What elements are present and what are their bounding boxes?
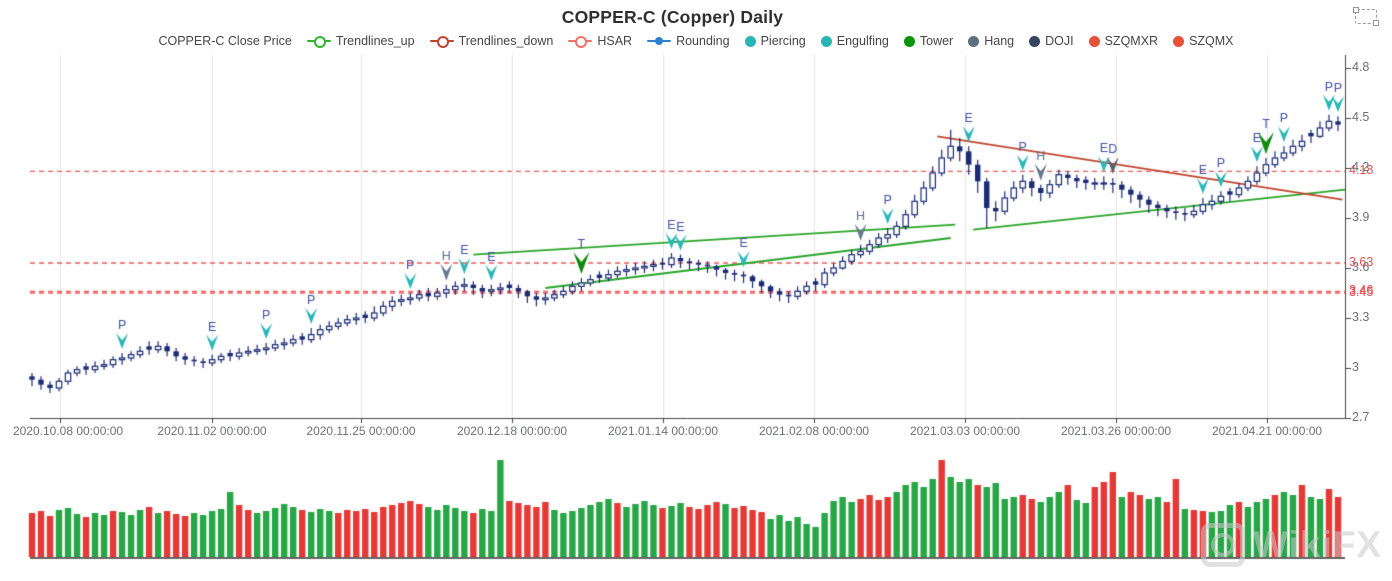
x-axis-tick-label: 2021.04.21 00:00:00 xyxy=(1211,424,1323,438)
legend-dot-marker-icon xyxy=(903,35,915,47)
legend-item-hsar[interactable]: HSAR xyxy=(568,34,632,48)
legend-item-copper-c-close-price[interactable]: COPPER-C Close Price xyxy=(158,34,291,48)
y-axis-tick-label: 2.7 xyxy=(1352,410,1370,424)
hsar-level-label: 4.18 xyxy=(1349,163,1374,178)
legend-dot-marker-icon xyxy=(1029,35,1041,47)
legend-dot-marker-icon xyxy=(820,35,832,47)
toolbox-datazoom-icon[interactable] xyxy=(1353,7,1379,26)
legend-item-label: Trendlines_up xyxy=(335,34,415,48)
legend-item-tower[interactable]: Tower xyxy=(903,34,954,48)
legend-item-label: HSAR xyxy=(597,34,633,48)
legend-dot-marker-icon xyxy=(1088,35,1100,47)
x-axis-tick-label: 2021.02.08 00:00:00 xyxy=(758,424,870,438)
x-axis-tick-label: 2020.12.18 00:00:00 xyxy=(456,424,568,438)
y-axis-tick-label: 3.9 xyxy=(1352,210,1370,224)
legend-dot-marker-icon xyxy=(968,35,980,47)
y-axis-tick-label: 3.6 xyxy=(1352,260,1370,274)
x-axis-tick-label: 2021.03.03 00:00:00 xyxy=(909,424,1021,438)
legend-item-szqmx[interactable]: SZQMX xyxy=(1173,34,1234,48)
legend-dot-marker-icon xyxy=(744,35,756,47)
y-axis-tick-label: 4.2 xyxy=(1352,160,1370,174)
legend-item-trendlines-down[interactable]: Trendlines_down xyxy=(429,34,554,48)
legend-item-rounding[interactable]: Rounding xyxy=(647,34,730,48)
x-axis-tick-label: 2021.01.14 00:00:00 xyxy=(607,424,719,438)
legend-line-marker-icon xyxy=(568,36,593,48)
legend-dot-marker-icon xyxy=(1173,35,1185,47)
legend-item-trendlines-up[interactable]: Trendlines_up xyxy=(306,34,415,48)
legend-item-label: SZQMX xyxy=(1189,34,1234,48)
page-title: COPPER-C (Copper) Daily xyxy=(561,7,784,27)
hsar-level-label: 3.46 xyxy=(1349,283,1374,298)
legend-item-label: Piercing xyxy=(760,34,806,48)
legend-item-label: DOJI xyxy=(1045,34,1074,48)
y-axis-tick-label: 3 xyxy=(1352,360,1359,374)
y-axis-tick-label: 4.5 xyxy=(1352,110,1370,124)
legend-item-engulfing[interactable]: Engulfing xyxy=(820,34,889,48)
legend-item-label: Hang xyxy=(984,34,1015,48)
y-axis-tick-label: 3.3 xyxy=(1352,310,1370,324)
legend-item-label: Tower xyxy=(919,34,954,48)
y-axis-tick-label: 4.8 xyxy=(1352,60,1370,74)
legend-item-hang[interactable]: Hang xyxy=(968,34,1014,48)
legend-item-label: Rounding xyxy=(676,34,730,48)
legend-item-szqmxr[interactable]: SZQMXR xyxy=(1088,34,1159,48)
legend-line-marker-icon xyxy=(647,36,672,46)
legend-item-label: Engulfing xyxy=(836,34,889,48)
legend-item-label: Trendlines_down xyxy=(458,34,554,48)
x-axis-tick-label: 2021.03.26 00:00:00 xyxy=(1060,424,1172,438)
legend-item-label: SZQMXR xyxy=(1104,34,1159,48)
legend-item-piercing[interactable]: Piercing xyxy=(744,34,806,48)
legend-item-doji[interactable]: DOJI xyxy=(1029,34,1074,48)
hsar-level-label: 3.63 xyxy=(1349,255,1374,269)
x-axis-tick-label: 2020.11.02 00:00:00 xyxy=(157,424,267,438)
x-axis-tick-label: 2020.11.25 00:00:00 xyxy=(306,424,416,438)
legend-line-marker-icon xyxy=(429,36,454,48)
hsar-level-label: 3.45 xyxy=(1349,285,1374,299)
legend-item-label: COPPER-C Close Price xyxy=(158,34,292,48)
x-axis-tick-label: 2020.10.08 00:00:00 xyxy=(12,424,124,438)
legend-line-marker-icon xyxy=(306,36,331,48)
chart-legend: COPPER-C Close Price Trendlines_up Trendli… xyxy=(0,34,1392,48)
